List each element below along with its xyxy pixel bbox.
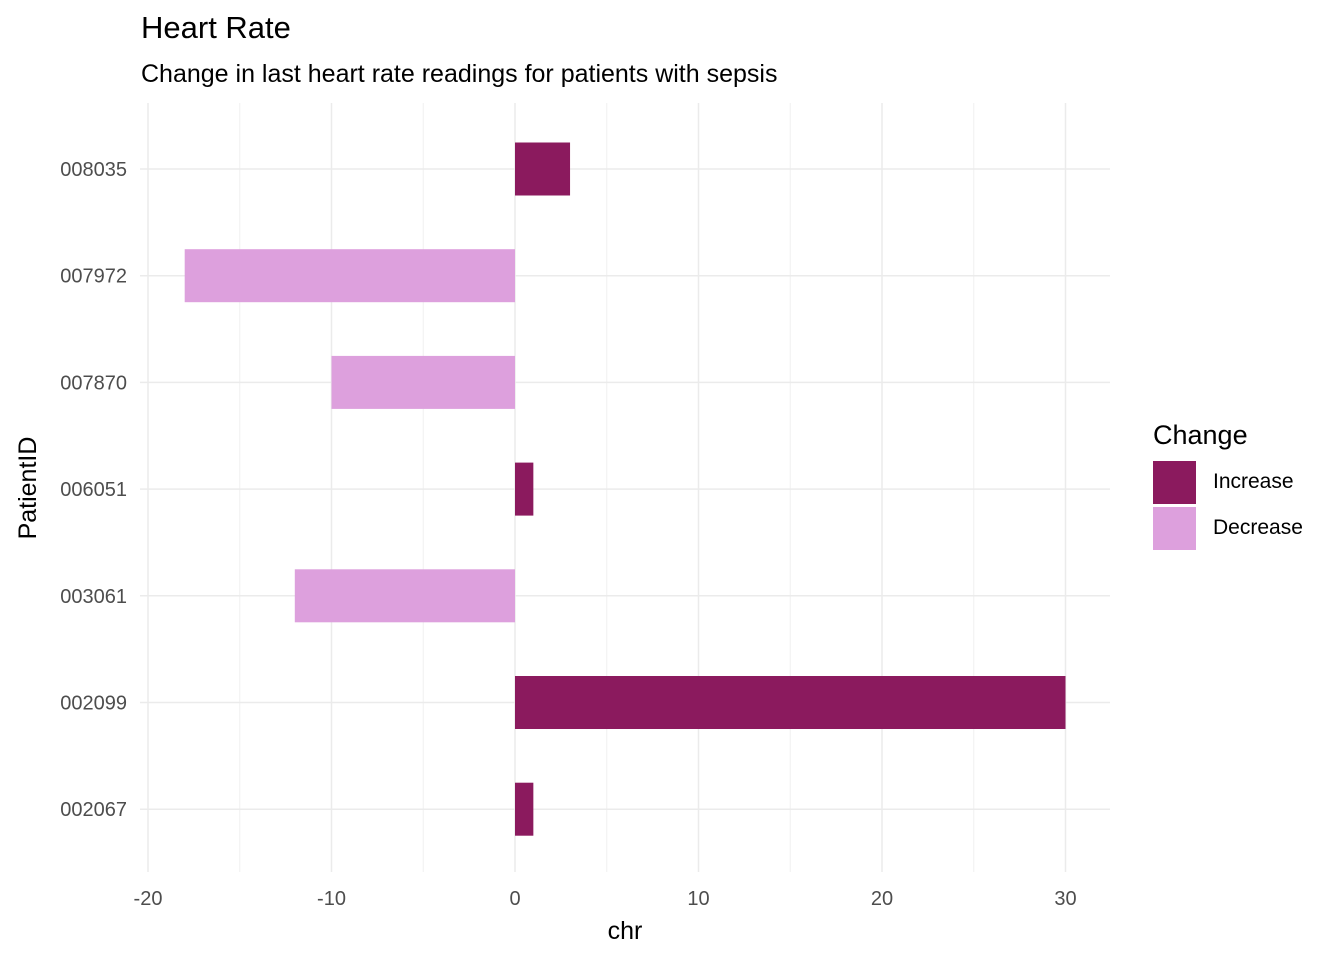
x-tick-label: -20 bbox=[134, 888, 163, 910]
x-axis-title: chr bbox=[608, 917, 643, 945]
chart-title: Heart Rate bbox=[141, 10, 291, 45]
bar-008035 bbox=[515, 142, 571, 196]
major-gridlines bbox=[140, 103, 1110, 872]
y-tick-label: 007972 bbox=[60, 266, 127, 288]
legend-item-decrease: Decrease bbox=[1153, 505, 1303, 551]
legend: Change Increase Decrease bbox=[1153, 420, 1303, 551]
bars bbox=[184, 142, 1066, 836]
legend-swatch-increase bbox=[1153, 460, 1196, 504]
y-tick-label: 008035 bbox=[60, 159, 127, 181]
legend-label-increase: Increase bbox=[1213, 470, 1294, 493]
x-tick-label: -10 bbox=[317, 888, 346, 910]
bar-002067 bbox=[515, 782, 534, 836]
y-axis-title: PatientID bbox=[14, 437, 42, 540]
bar-006051 bbox=[515, 462, 534, 516]
legend-label-decrease: Decrease bbox=[1213, 516, 1303, 539]
y-tick-label: 007870 bbox=[60, 372, 127, 394]
x-tick-label: 30 bbox=[1054, 888, 1076, 910]
x-axis-ticks: -20 -10 0 10 20 30 bbox=[134, 888, 1077, 910]
y-tick-label: 006051 bbox=[60, 479, 127, 501]
x-tick-label: 10 bbox=[687, 888, 709, 910]
legend-item-increase: Increase bbox=[1153, 459, 1303, 505]
legend-swatch-decrease bbox=[1153, 506, 1196, 550]
bar-007870 bbox=[331, 355, 515, 409]
y-tick-label: 002099 bbox=[60, 693, 127, 715]
y-tick-label: 002067 bbox=[60, 799, 127, 821]
y-tick-label: 003061 bbox=[60, 586, 127, 608]
chart-subtitle: Change in last heart rate readings for p… bbox=[141, 60, 778, 88]
legend-title: Change bbox=[1153, 420, 1248, 450]
x-tick-label: 0 bbox=[509, 888, 520, 910]
bar-003061 bbox=[294, 569, 515, 623]
bar-007972 bbox=[184, 249, 515, 303]
minor-gridlines bbox=[239, 103, 975, 872]
x-tick-label: 20 bbox=[871, 888, 893, 910]
y-axis-ticks: 002067 002099 003061 006051 007870 007972 0080… bbox=[60, 159, 127, 821]
bar-002099 bbox=[515, 676, 1066, 729]
